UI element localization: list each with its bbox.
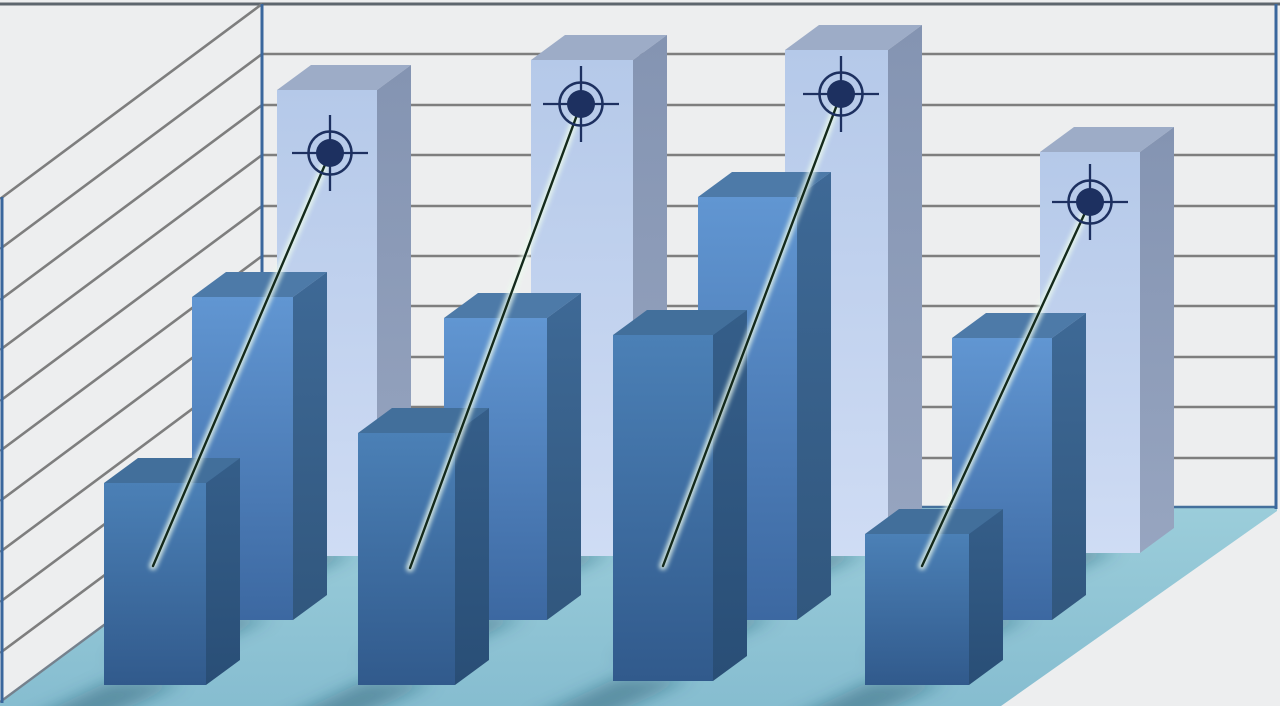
laser-line-group4 — [918, 198, 1094, 570]
bar-side-face — [293, 272, 327, 620]
crosshair-ring — [307, 130, 353, 176]
bar-front-face — [358, 433, 455, 685]
bar-side-face — [969, 509, 1003, 685]
crosshair-dot — [827, 80, 855, 108]
target-crosshair-icon-group3 — [803, 56, 879, 132]
bar-front-face — [613, 335, 713, 681]
bar-top-face — [613, 310, 747, 335]
bar-side-face — [1140, 127, 1174, 553]
laser-line-group1 — [149, 149, 334, 570]
crosshair-dot — [316, 139, 344, 167]
bar-side-face — [547, 293, 581, 620]
bar-front-face — [865, 534, 969, 685]
bar-group1-front — [104, 458, 240, 685]
bar-top-face — [698, 172, 831, 197]
laser-core — [151, 151, 332, 568]
bar-side-face — [1052, 313, 1086, 620]
bar-top-face — [952, 313, 1086, 338]
bar-shadow — [779, 681, 949, 706]
bar-top-face — [865, 509, 1003, 534]
target-crosshair-icon-group2 — [543, 66, 619, 142]
bar-group2-middle — [444, 293, 581, 620]
bar-side-face — [206, 458, 240, 685]
laser-core — [661, 92, 843, 568]
laser-core — [408, 102, 583, 570]
bar-top-face — [358, 408, 489, 433]
bar-top-face — [1040, 127, 1174, 152]
bar-shadow — [272, 681, 436, 706]
side-wall-gridline — [0, 103, 263, 302]
crosshair-ring — [1067, 179, 1113, 225]
side-wall-gridline — [0, 52, 263, 251]
bar-side-face — [455, 408, 489, 685]
laser-core — [920, 200, 1092, 568]
bar-shadow — [18, 681, 186, 706]
bar-top-face — [531, 35, 667, 60]
crosshair-ring — [818, 71, 864, 117]
target-crosshair-icon-group4 — [1052, 164, 1128, 240]
side-wall-gridline — [0, 153, 263, 352]
laser-line-group2 — [406, 100, 585, 572]
bar-top-face — [104, 458, 240, 483]
bar-top-face — [192, 272, 327, 297]
bar-front-face — [104, 483, 206, 685]
bar-group3-front — [613, 310, 747, 681]
side-wall-gridline — [0, 2, 263, 201]
crosshair-dot — [567, 90, 595, 118]
bar-side-face — [797, 172, 831, 620]
crosshair-dot — [1076, 188, 1104, 216]
bar-side-face — [888, 25, 922, 556]
bar-shadow — [527, 677, 693, 706]
bar-group2-front — [358, 408, 489, 685]
target-crosshair-icon-group1 — [292, 115, 368, 191]
bar-top-face — [444, 293, 581, 318]
bar-top-face — [785, 25, 922, 50]
bar-group4-front — [865, 509, 1003, 685]
crosshair-ring — [558, 81, 604, 127]
bar-top-face — [277, 65, 411, 90]
laser-line-group3 — [659, 90, 845, 570]
side-wall-gridline — [0, 204, 263, 403]
